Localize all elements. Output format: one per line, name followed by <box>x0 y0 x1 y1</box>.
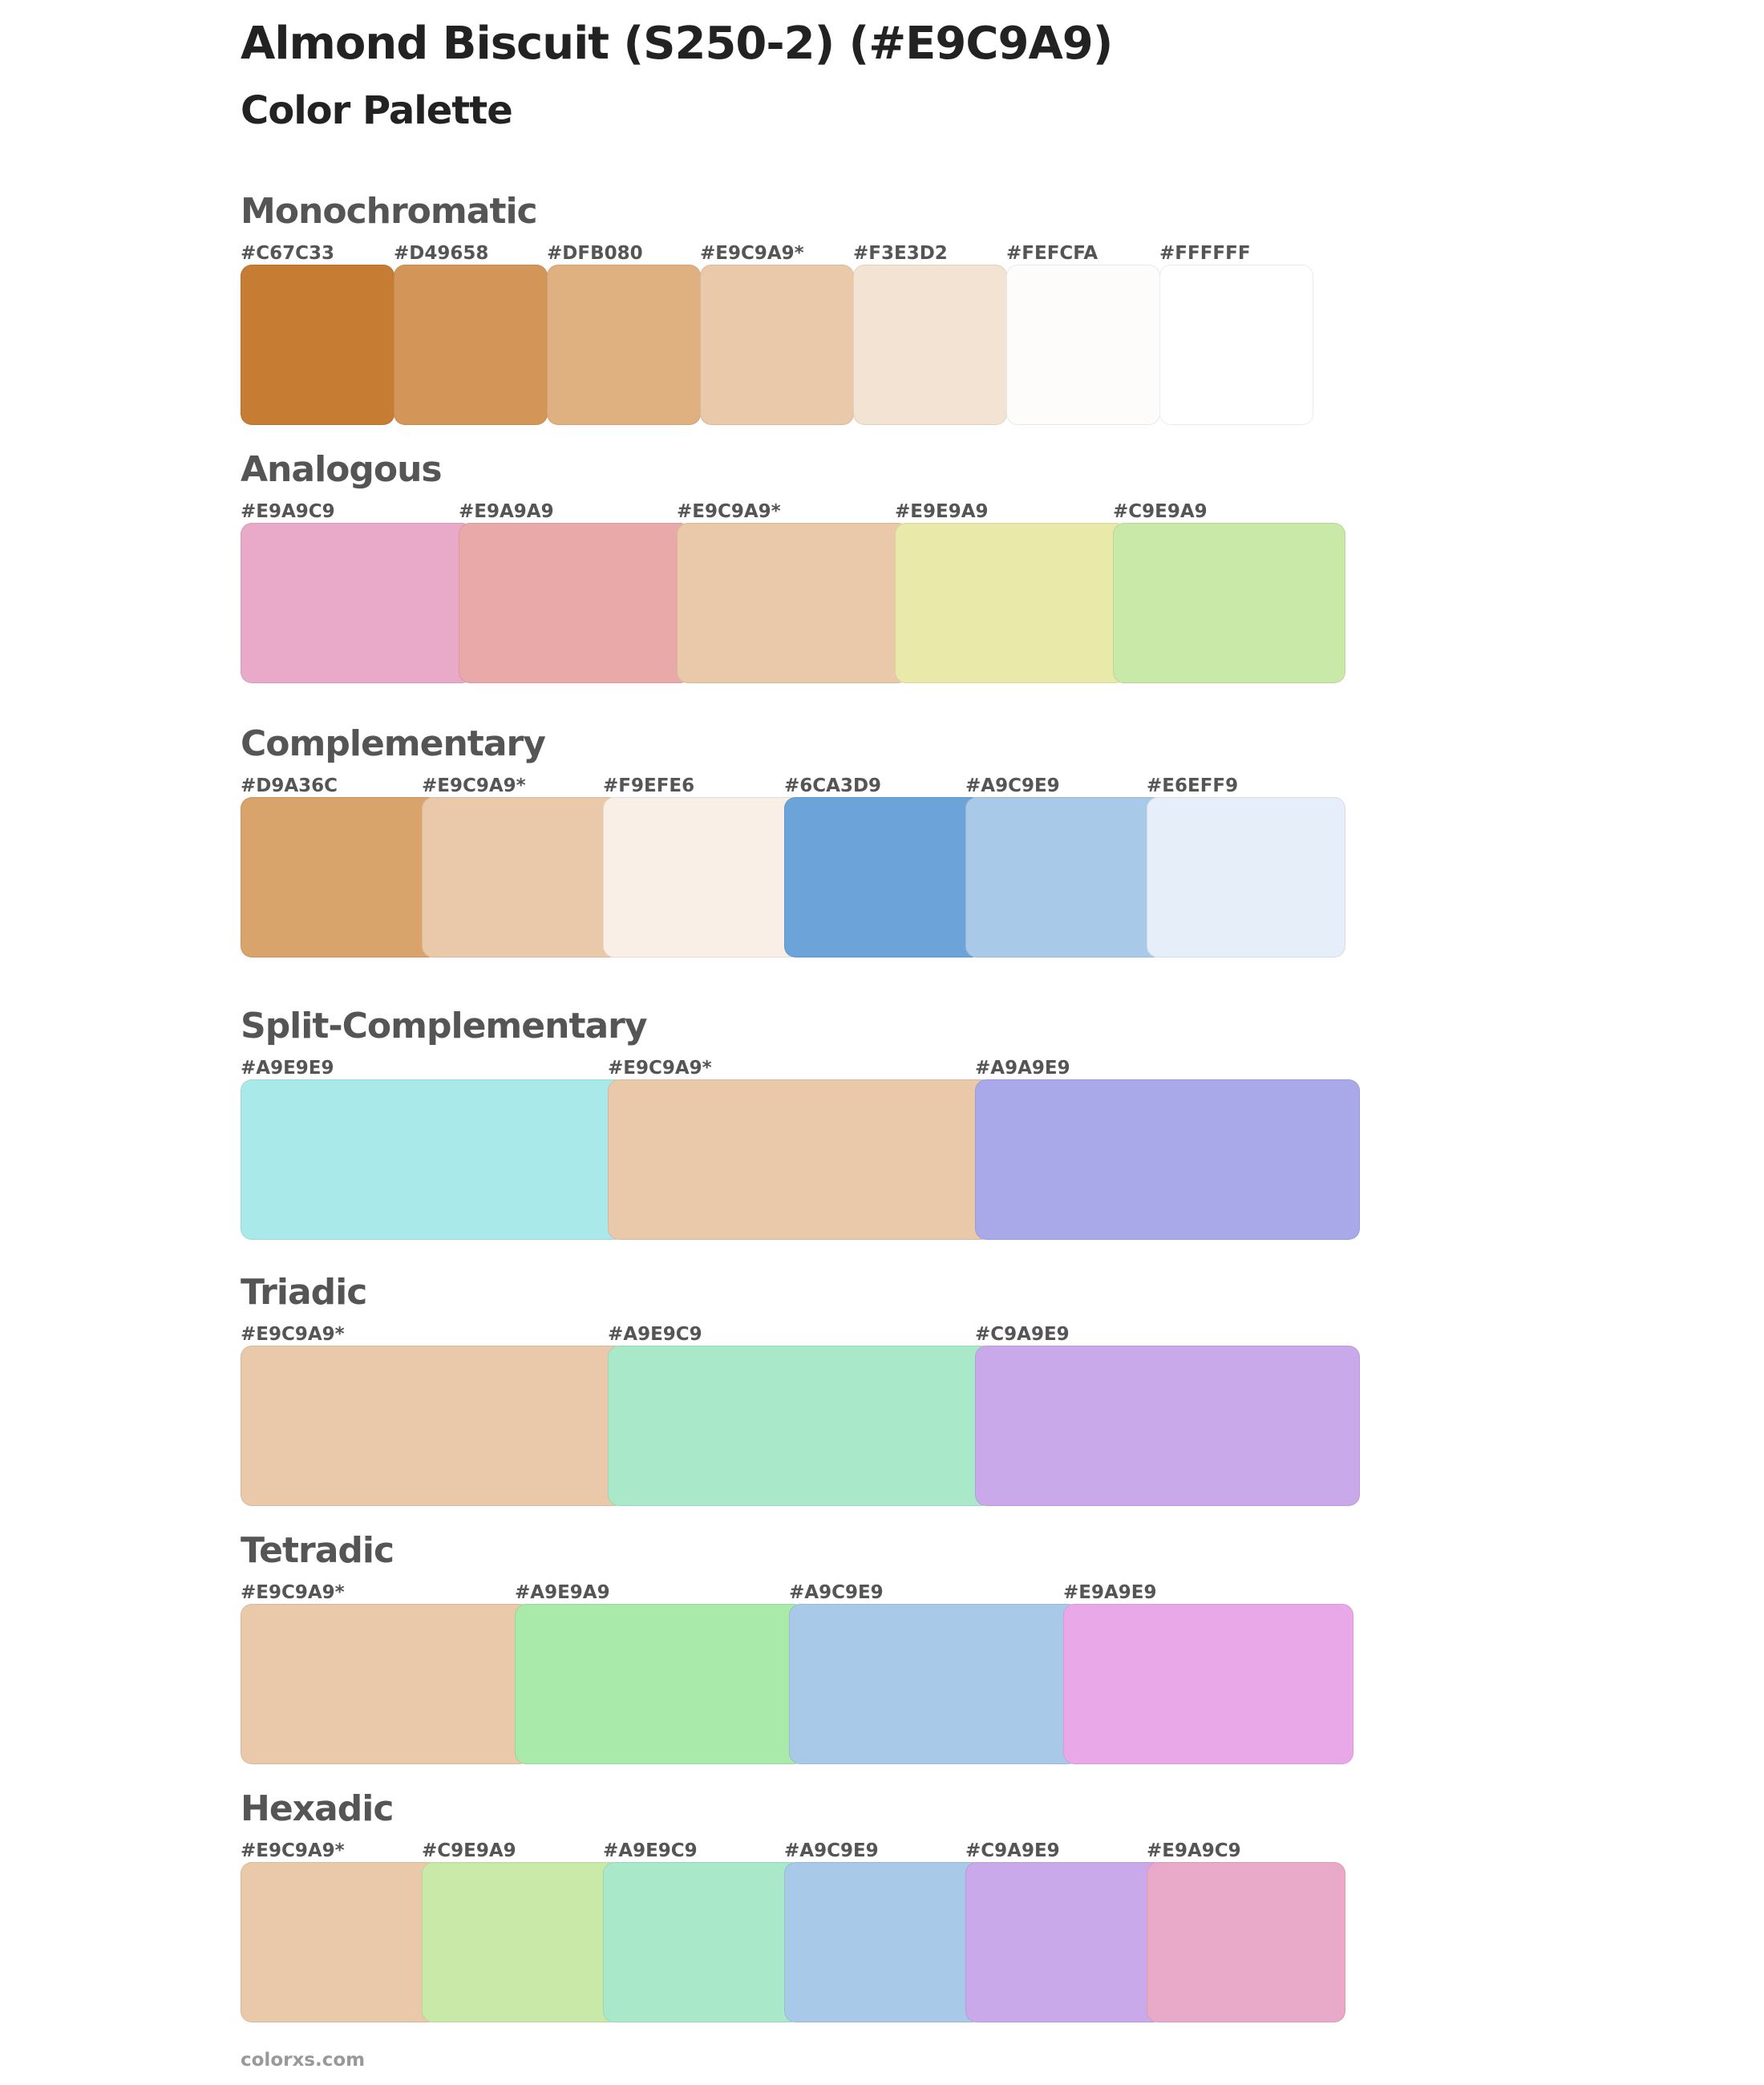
color-swatch[interactable] <box>853 265 1007 425</box>
swatch-hex-label: #A9E9C9 <box>608 1324 702 1345</box>
site-footer-link[interactable]: colorxs.com <box>241 2050 366 2071</box>
color-swatch[interactable] <box>784 797 983 957</box>
color-swatch[interactable] <box>394 265 548 425</box>
swatch-hex-label: #A9E9E9 <box>241 1058 334 1079</box>
color-swatch[interactable] <box>789 1604 1079 1764</box>
color-swatch[interactable] <box>784 1862 983 2022</box>
swatch-hex-label: #E9C9A9* <box>241 1582 345 1603</box>
section-title-tetradic: Tetradic <box>241 1530 394 1571</box>
section-title-analogous: Analogous <box>241 449 443 490</box>
swatch-hex-label: #E9A9E9 <box>1063 1582 1157 1603</box>
color-swatch[interactable] <box>608 1079 993 1240</box>
color-swatch[interactable] <box>422 797 621 957</box>
color-swatch[interactable] <box>241 265 394 425</box>
swatch-hex-label: #D49658 <box>394 243 489 264</box>
swatch-hex-label: #C9E9A9 <box>422 1840 516 1861</box>
section-title-complementary: Complementary <box>241 723 546 764</box>
swatch-hex-label: #A9A9E9 <box>975 1058 1070 1079</box>
color-swatch[interactable] <box>1113 523 1345 683</box>
swatch-hex-label: #C9A9E9 <box>975 1324 1070 1345</box>
color-swatch[interactable] <box>241 797 439 957</box>
swatch-hex-label: #A9C9E9 <box>965 775 1060 796</box>
color-swatch[interactable] <box>241 1604 531 1764</box>
swatch-hex-label: #C9A9E9 <box>965 1840 1060 1861</box>
color-swatch[interactable] <box>1006 265 1160 425</box>
color-swatch[interactable] <box>975 1079 1360 1240</box>
swatch-hex-label: #E6EFF9 <box>1147 775 1239 796</box>
color-swatch[interactable] <box>895 523 1127 683</box>
color-swatch[interactable] <box>1159 265 1313 425</box>
color-swatch[interactable] <box>700 265 854 425</box>
swatch-hex-label: #6CA3D9 <box>784 775 882 796</box>
page-title: Almond Biscuit (S250-2) (#E9C9A9) <box>241 18 1113 70</box>
color-swatch[interactable] <box>241 1346 625 1506</box>
swatch-hex-label: #E9C9A9* <box>700 243 804 264</box>
page-subtitle: Color Palette <box>241 88 513 133</box>
color-swatch[interactable] <box>459 523 691 683</box>
swatch-hex-label: #A9E9A9 <box>515 1582 610 1603</box>
color-swatch[interactable] <box>547 265 701 425</box>
color-swatch[interactable] <box>1063 1604 1353 1764</box>
color-swatch[interactable] <box>241 523 473 683</box>
color-swatch[interactable] <box>241 1862 439 2022</box>
section-title-triadic: Triadic <box>241 1272 367 1313</box>
color-swatch[interactable] <box>608 1346 993 1506</box>
swatch-hex-label: #E9C9A9* <box>241 1324 345 1345</box>
color-swatch[interactable] <box>677 523 909 683</box>
color-swatch[interactable] <box>975 1346 1360 1506</box>
swatch-hex-label: #F9EFE6 <box>603 775 695 796</box>
swatch-hex-label: #F3E3D2 <box>853 243 948 264</box>
swatch-hex-label: #C9E9A9 <box>1113 501 1208 522</box>
swatch-hex-label: #E9E9A9 <box>895 501 989 522</box>
swatch-hex-label: #E9C9A9* <box>241 1840 345 1861</box>
swatch-hex-label: #FEFCFA <box>1006 243 1098 264</box>
swatch-hex-label: #E9C9A9* <box>608 1058 712 1079</box>
swatch-hex-label: #E9A9C9 <box>241 501 335 522</box>
section-title-split-complementary: Split-Complementary <box>241 1006 648 1047</box>
color-swatch[interactable] <box>1147 1862 1345 2022</box>
swatch-hex-label: #D9A36C <box>241 775 338 796</box>
swatch-hex-label: #C67C33 <box>241 243 335 264</box>
color-swatch[interactable] <box>422 1862 621 2022</box>
color-swatch[interactable] <box>965 1862 1164 2022</box>
color-swatch[interactable] <box>603 1862 802 2022</box>
color-swatch[interactable] <box>241 1079 625 1240</box>
section-title-hexadic: Hexadic <box>241 1788 394 1829</box>
swatch-hex-label: #E9A9C9 <box>1147 1840 1241 1861</box>
color-swatch[interactable] <box>965 797 1164 957</box>
color-swatch[interactable] <box>1147 797 1345 957</box>
swatch-hex-label: #A9C9E9 <box>784 1840 879 1861</box>
swatch-hex-label: #A9E9C9 <box>603 1840 698 1861</box>
swatch-hex-label: #E9C9A9* <box>677 501 781 522</box>
swatch-hex-label: #A9C9E9 <box>789 1582 884 1603</box>
swatch-hex-label: #E9A9A9 <box>459 501 554 522</box>
section-title-monochromatic: Monochromatic <box>241 191 538 232</box>
color-swatch[interactable] <box>603 797 802 957</box>
swatch-hex-label: #FFFFFF <box>1159 243 1251 264</box>
color-swatch[interactable] <box>515 1604 805 1764</box>
swatch-hex-label: #DFB080 <box>547 243 643 264</box>
swatch-hex-label: #E9C9A9* <box>422 775 526 796</box>
